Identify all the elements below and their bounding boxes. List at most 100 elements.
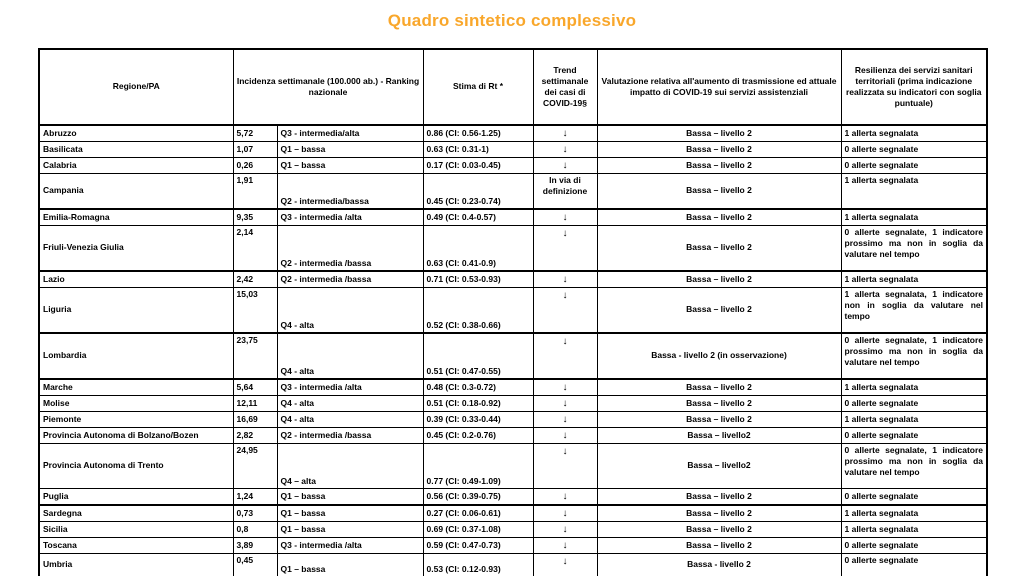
cell-incidence: 0,45 [232,553,278,576]
table-row: Emilia-Romagna 9,35 Q3 - intermedia /alta 0… [38,208,988,226]
cell-resilienza: 0 allerte segnalate [840,141,988,158]
cell-rt: 0.63 (CI: 0.31-1) [422,141,534,158]
cell-trend-down-arrow-icon: ↓ [532,378,598,396]
cell-incidence: 0,26 [232,157,278,174]
cell-region: Lombardia [38,332,234,380]
cell-resilienza: 0 allerte segnalate [840,488,988,506]
cell-trend-down-arrow-icon: ↓ [532,225,598,272]
cell-trend-down-arrow-icon: ↓ [532,443,598,489]
cell-region: Abruzzo [38,124,234,142]
table-row: Liguria 15,03 Q4 - alta 0.52 (CI: 0.38-0.66… [38,287,988,334]
cell-rt: 0.17 (CI: 0.03-0.45) [422,157,534,174]
cell-ranking: Q1 – bassa [276,521,424,538]
cell-ranking: Q1 – bassa [276,488,424,506]
cell-trend-down-arrow-icon: ↓ [532,287,598,334]
cell-resilienza: 1 allerta segnalata [840,124,988,142]
table-row: Sicilia 0,8 Q1 – bassa 0.69 (CI: 0.37-1.08)… [38,521,988,538]
cell-valutazione: Bassa – livello 2 [596,378,842,396]
cell-trend-down-arrow-icon: ↓ [532,332,598,380]
cell-resilienza: 1 allerta segnalata [840,378,988,396]
cell-resilienza: 1 allerta segnalata [840,270,988,288]
cell-resilienza: 0 allerte segnalate, 1 indicatore prossi… [840,443,988,489]
table-row: Umbria 0,45 Q1 – bassa 0.53 (CI: 0.12-0.93)… [38,553,988,576]
cell-trend-down-arrow-icon: ↓ [532,124,598,142]
cell-rt: 0.53 (CI: 0.12-0.93) [422,553,534,576]
cell-incidence: 15,03 [232,287,278,334]
cell-trend-down-arrow-icon: ↓ [532,553,598,576]
cell-rt: 0.51 (CI: 0.18-0.92) [422,395,534,412]
cell-rt: 0.71 (CI: 0.53-0.93) [422,270,534,288]
cell-resilienza: 0 allerte segnalate, 1 indicatore prossi… [840,225,988,272]
cell-valutazione: Bassa – livello 2 [596,225,842,272]
cell-incidence: 5,64 [232,378,278,396]
cell-rt: 0.86 (CI: 0.56-1.25) [422,124,534,142]
cell-rt: 0.69 (CI: 0.37-1.08) [422,521,534,538]
cell-valutazione: Bassa – livello 2 [596,270,842,288]
table-row: Friuli-Venezia Giulia 2,14 Q2 - intermedia… [38,225,988,272]
cell-trend-down-arrow-icon: ↓ [532,157,598,174]
cell-trend-down-arrow-icon: ↓ [532,427,598,444]
table-row: Puglia 1,24 Q1 – bassa 0.56 (CI: 0.39-0.75)… [38,488,988,506]
cell-valutazione: Bassa – livello 2 [596,395,842,412]
cell-trend-down-arrow-icon: ↓ [532,270,598,288]
cell-valutazione: Bassa – livello 2 [596,411,842,428]
cell-region: Basilicata [38,141,234,158]
cell-rt: 0.52 (CI: 0.38-0.66) [422,287,534,334]
cell-incidence: 5,72 [232,124,278,142]
cell-region: Sardegna [38,504,234,522]
header-cell-trend: Trend settimanale dei casi di COVID-19§ [532,48,598,126]
cell-resilienza: 0 allerte segnalate [840,553,988,576]
cell-valutazione: Bassa – livello2 [596,427,842,444]
cell-trend-down-arrow-icon: ↓ [532,208,598,226]
cell-ranking: Q2 - intermedia /bassa [276,270,424,288]
cell-ranking: Q4 - alta [276,332,424,380]
cell-resilienza: 0 allerte segnalate [840,157,988,174]
cell-ranking: Q1 – bassa [276,504,424,522]
cell-ranking: Q4 – alta [276,443,424,489]
table-header-row: Regione/PA Incidenza settimanale (100.000… [38,48,988,126]
cell-ranking: Q3 - intermedia /alta [276,378,424,396]
cell-trend: In via di definizione [532,173,598,210]
cell-region: Marche [38,378,234,396]
table-row: Marche 5,64 Q3 - intermedia /alta 0.48 (CI:… [38,378,988,396]
table-row: Calabria 0,26 Q1 – bassa 0.17 (CI: 0.03-0.4… [38,157,988,174]
cell-ranking: Q1 – bassa [276,141,424,158]
cell-incidence: 1,07 [232,141,278,158]
cell-trend-down-arrow-icon: ↓ [532,411,598,428]
cell-ranking: Q2 - intermedia/bassa [276,173,424,210]
cell-resilienza: 0 allerte segnalate [840,395,988,412]
cell-incidence: 16,69 [232,411,278,428]
cell-trend-down-arrow-icon: ↓ [532,488,598,506]
cell-region: Provincia Autonoma di Trento [38,443,234,489]
cell-rt: 0.63 (CI: 0.41-0.9) [422,225,534,272]
header-cell-region: Regione/PA [38,48,234,126]
cell-rt: 0.77 (CI: 0.49-1.09) [422,443,534,489]
cell-incidence: 3,89 [232,537,278,554]
cell-region: Toscana [38,537,234,554]
cell-incidence: 12,11 [232,395,278,412]
cell-rt: 0.27 (CI: 0.06-0.61) [422,504,534,522]
cell-incidence: 1,24 [232,488,278,506]
table-row: Abruzzo 5,72 Q3 - intermedia/alta 0.86 (CI:… [38,124,988,142]
header-cell-valutazione: Valutazione relativa all'aumento di tras… [596,48,842,126]
table-row: Basilicata 1,07 Q1 – bassa 0.63 (CI: 0.31-1… [38,141,988,158]
cell-rt: 0.56 (CI: 0.39-0.75) [422,488,534,506]
cell-rt: 0.45 (CI: 0.23-0.74) [422,173,534,210]
cell-region: Umbria [38,553,234,576]
cell-resilienza: 0 allerte segnalate [840,427,988,444]
table-row: Molise 12,11 Q4 - alta 0.51 (CI: 0.18-0.92)… [38,395,988,412]
cell-region: Molise [38,395,234,412]
summary-table: Regione/PA Incidenza settimanale (100.000… [38,48,988,576]
cell-region: Calabria [38,157,234,174]
cell-valutazione: Bassa – livello 2 [596,537,842,554]
cell-valutazione: Bassa – livello 2 [596,504,842,522]
cell-incidence: 2,82 [232,427,278,444]
cell-rt: 0.51 (CI: 0.47-0.55) [422,332,534,380]
cell-incidence: 0,8 [232,521,278,538]
cell-incidence: 2,42 [232,270,278,288]
cell-rt: 0.59 (CI: 0.47-0.73) [422,537,534,554]
cell-region: Lazio [38,270,234,288]
cell-ranking: Q3 - intermedia /alta [276,208,424,226]
cell-region: Friuli-Venezia Giulia [38,225,234,272]
